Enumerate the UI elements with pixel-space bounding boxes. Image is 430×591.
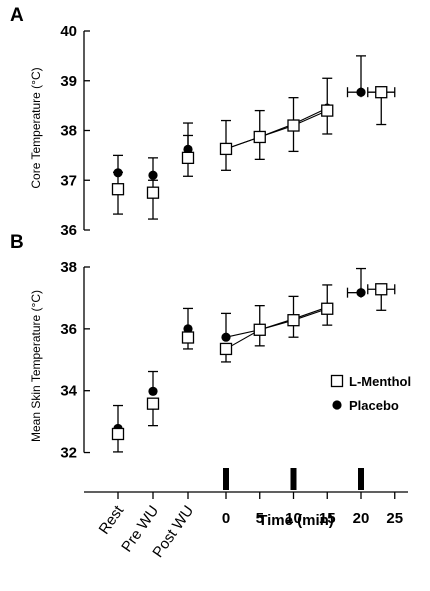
x-tick-label: 10 xyxy=(285,510,302,527)
panel-b-y-tick-label: 34 xyxy=(60,383,77,400)
panel-b-menthol-point xyxy=(181,331,195,344)
panel-a-placebo-point xyxy=(148,170,158,180)
panel-a-menthol-point xyxy=(321,104,334,117)
panel-b-letter: B xyxy=(10,232,24,253)
legend-placebo-marker xyxy=(332,400,342,410)
event-marker-bar xyxy=(290,468,297,490)
panel-a-menthol-point xyxy=(219,142,233,156)
panel-a-menthol-point xyxy=(375,86,388,99)
panel-b-menthol-point xyxy=(287,314,300,327)
panel-b-y-tick-label: 38 xyxy=(60,259,77,276)
x-tick-label: 5 xyxy=(256,510,264,527)
panel-b-menthol-point xyxy=(253,323,266,336)
panel-a-placebo-point xyxy=(356,87,366,97)
panel-a-y-tick-label: 38 xyxy=(60,123,77,140)
panel-b-menthol-point xyxy=(219,342,233,356)
legend-menthol-marker xyxy=(330,374,344,388)
panel-a-y-tick-label: 37 xyxy=(60,172,77,189)
panel-a-menthol-point xyxy=(111,183,125,196)
legend-placebo-label: Placebo xyxy=(349,398,399,413)
panel-a-letter: A xyxy=(10,5,24,26)
panel-a-y-tick-label: 39 xyxy=(60,73,77,90)
panel-b-menthol-point xyxy=(375,283,388,296)
x-tick-label: 20 xyxy=(353,510,370,527)
panel-b-placebo-point xyxy=(221,332,231,342)
x-tick-label: 25 xyxy=(386,510,403,527)
panel-b-menthol-point xyxy=(111,427,125,441)
panel-a-y-tick-label: 36 xyxy=(60,222,77,239)
panel-b-menthol-point xyxy=(146,397,160,410)
x-axis-label: Time (min) xyxy=(258,512,334,529)
panel-a-menthol-point xyxy=(287,119,300,132)
event-marker-bar xyxy=(223,468,229,490)
panel-b-placebo-point xyxy=(183,324,193,334)
panel-b-y-tick-label: 32 xyxy=(60,445,77,462)
panel-b-menthol-point xyxy=(321,302,334,315)
panel-a-menthol-point xyxy=(146,186,160,199)
panel-b-y-tick-label: 36 xyxy=(60,321,77,338)
x-tick-label: 15 xyxy=(319,510,336,527)
x-category-label: Rest xyxy=(96,502,128,538)
panel-a-y-axis-label: Core Temperature (°C) xyxy=(29,67,43,188)
panel-a-y-tick-label: 40 xyxy=(60,23,77,40)
panel-a-menthol-point xyxy=(181,151,195,165)
legend-menthol-label: L-Menthol xyxy=(349,374,411,389)
panel-b-placebo-point xyxy=(356,288,366,298)
event-marker-bar xyxy=(358,468,364,490)
panel-a-menthol-point xyxy=(253,130,266,144)
panel-b-y-axis-label: Mean Skin Temperature (°C) xyxy=(29,290,43,442)
panel-b-placebo-point xyxy=(148,386,158,396)
x-tick-label: 0 xyxy=(222,510,230,527)
